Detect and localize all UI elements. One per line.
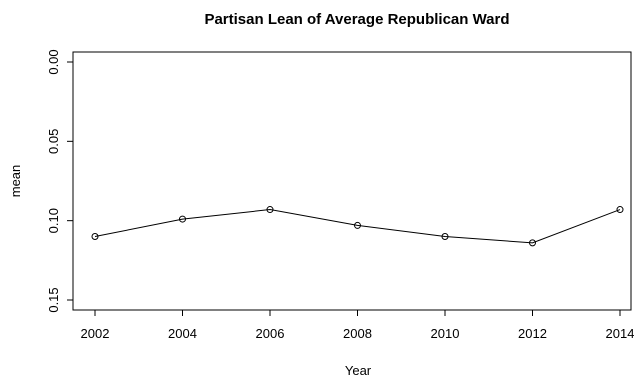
x-axis: 2002 2004 2006 2008 2010 2012 2014 (81, 310, 634, 341)
x-tick-label: 2006 (256, 326, 285, 341)
y-axis: 0.00 0.05 0.10 0.15 (46, 49, 73, 312)
x-tick-label: 2008 (343, 326, 372, 341)
y-tick-label: 0.15 (46, 287, 61, 312)
x-tick-label: 2010 (431, 326, 460, 341)
x-tick-label: 2012 (518, 326, 547, 341)
y-tick-label: 0.10 (46, 208, 61, 233)
x-tick-label: 2002 (81, 326, 110, 341)
data-points (92, 207, 623, 246)
y-axis-label: mean (8, 165, 23, 198)
y-tick-label: 0.00 (46, 49, 61, 74)
plot-frame (73, 52, 631, 310)
x-tick-label: 2004 (168, 326, 197, 341)
y-tick-label: 0.05 (46, 129, 61, 154)
series-line (95, 210, 620, 243)
chart-title: Partisan Lean of Average Republican Ward (204, 11, 509, 28)
x-tick-label: 2014 (606, 326, 634, 341)
x-axis-label: Year (345, 363, 372, 378)
